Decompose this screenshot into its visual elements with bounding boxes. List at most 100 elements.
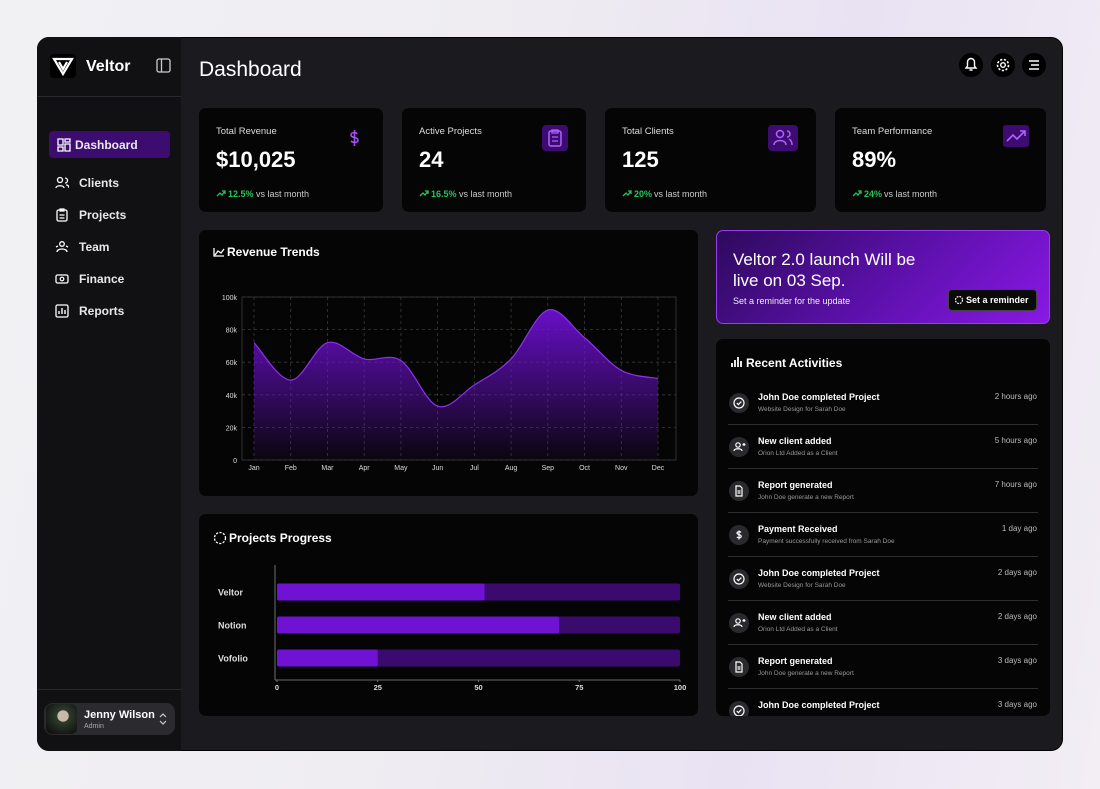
activities-card: John Doe completed Project Website Design… [716, 339, 1050, 716]
stat-label: Team Performance [852, 126, 933, 137]
chart-title: Revenue Trends [227, 245, 320, 259]
activity-time: 3 days ago [997, 656, 1037, 665]
activity-icon [729, 525, 749, 545]
activity-detail: Website Design for Sarah Doe [758, 582, 846, 589]
stat-change: 20% [634, 189, 653, 199]
reminder-button[interactable] [948, 289, 1037, 311]
activity-title: John Doe completed Project [758, 392, 880, 402]
stat-card [199, 108, 383, 212]
user-menu-icon [159, 713, 167, 725]
y-tick-label: 80k [226, 328, 238, 335]
projects-card [199, 514, 698, 716]
nav-item[interactable]: Finance [79, 272, 125, 286]
activity-time: 3 days ago [997, 700, 1037, 709]
activity-title: John Doe completed Project [758, 568, 880, 578]
activity-time: 7 hours ago [994, 480, 1037, 489]
nav-item[interactable]: Projects [79, 208, 127, 222]
x-tick-label: Jan [248, 465, 259, 472]
page-title: Dashboard [199, 58, 302, 81]
nav-item[interactable]: Dashboard [75, 138, 138, 152]
chart-title: Projects Progress [229, 531, 332, 545]
stat-change: 12.5% [228, 189, 254, 199]
activities-title: Recent Activities [746, 356, 843, 370]
x-tick-label: Mar [321, 465, 334, 472]
x-tick-label: 25 [374, 683, 382, 692]
activity-icon [729, 393, 749, 413]
reminder-label: Set a reminder [966, 295, 1029, 305]
y-tick-label: Notion [218, 621, 247, 631]
activity-detail: John Doe generate a new Report [758, 494, 854, 501]
activity-time: 2 days ago [997, 568, 1037, 577]
trend-icon [216, 190, 226, 197]
activity-time: 1 day ago [1001, 524, 1037, 533]
x-tick-label: 0 [275, 683, 279, 692]
x-tick-label: Jun [432, 465, 443, 472]
brand: Veltor [86, 58, 131, 75]
activity-detail: Orion Ltd Added as a Client [758, 450, 838, 457]
nav-icon [55, 176, 69, 189]
trend-icon [622, 190, 632, 197]
sidebar-toggle[interactable] [156, 58, 171, 73]
nav-item[interactable]: Team [79, 240, 110, 254]
x-tick-label: 75 [575, 683, 583, 692]
stat-note: vs last month [654, 189, 708, 199]
activity-time: 2 days ago [997, 612, 1037, 621]
stat-label: Total Clients [622, 126, 674, 137]
y-tick-label: 40k [226, 393, 238, 400]
activity-detail: Orion Ltd Added as a Client [758, 626, 838, 633]
activities-icon [731, 357, 742, 367]
activity-time: 2 hours ago [994, 392, 1037, 401]
y-tick-label: 20k [226, 425, 238, 432]
notifications-button[interactable] [959, 53, 983, 77]
stat-icon [768, 125, 798, 151]
bar [277, 583, 485, 601]
stat-note: vs last month [884, 189, 938, 199]
user-role: Admin [84, 723, 104, 730]
header-icons [959, 53, 1046, 77]
activity-icon [729, 657, 749, 677]
banner-text: Set a reminder for the update [733, 296, 851, 306]
user-name: Jenny Wilson [84, 709, 155, 721]
y-tick-label: Veltor [218, 588, 244, 598]
activity-title: Report generated [758, 480, 833, 490]
nav-icon [55, 274, 69, 284]
trend-icon [852, 190, 862, 197]
divider [38, 689, 181, 690]
trend-icon [419, 190, 429, 197]
nav-icon [55, 304, 69, 318]
divider [38, 96, 181, 97]
stat-value: $10,025 [216, 147, 296, 172]
nav-item[interactable]: Reports [79, 304, 125, 318]
y-tick-label: 0 [233, 458, 237, 465]
stat-value: 24 [419, 147, 444, 172]
x-tick-label: Jul [470, 465, 479, 472]
stat-icon [1003, 125, 1029, 147]
activity-title: Payment Received [758, 524, 838, 534]
nav-icon [56, 208, 68, 222]
activity-icon [729, 437, 749, 457]
revenue-icon [213, 248, 225, 257]
activity-title: John Doe completed Project [758, 700, 880, 710]
stat-change: 16.5% [431, 189, 457, 199]
divider [728, 688, 1038, 689]
settings-button[interactable] [991, 53, 1015, 77]
area [254, 309, 658, 460]
x-tick-label: Nov [615, 465, 628, 472]
bar [277, 649, 378, 667]
nav-icon [55, 241, 69, 253]
divider [728, 512, 1038, 513]
stat-icon [542, 125, 568, 151]
x-tick-label: Apr [359, 465, 371, 472]
avatar [46, 704, 77, 734]
stat-value: 89% [852, 147, 897, 172]
x-tick-label: Aug [505, 465, 518, 472]
nav-item[interactable]: Clients [79, 176, 120, 190]
x-tick-label: Feb [285, 465, 297, 472]
divider [728, 468, 1038, 469]
logo [50, 54, 76, 78]
x-tick-label: 100 [674, 683, 687, 692]
divider [728, 644, 1038, 645]
area-line [253, 309, 659, 408]
